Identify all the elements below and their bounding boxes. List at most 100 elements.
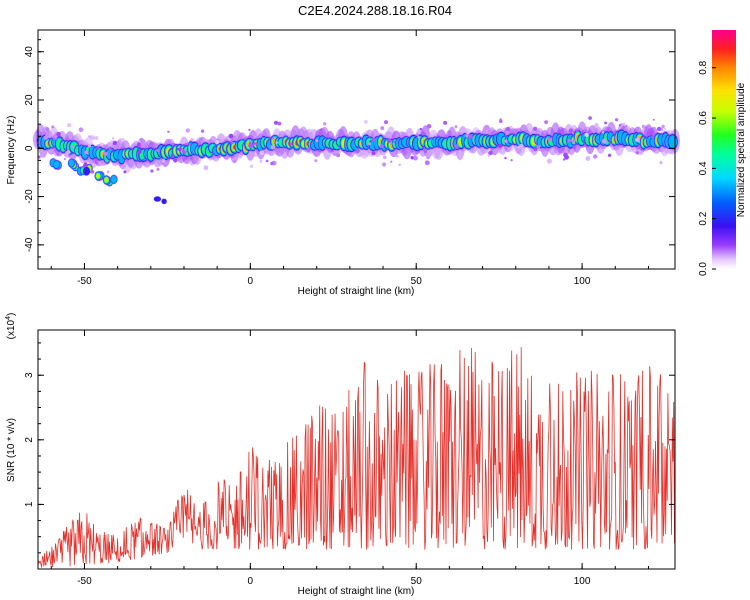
spectrogram-noise-dot [419, 127, 423, 131]
spectrogram-noise-dot [53, 134, 58, 139]
spectrogram-noise-dot [112, 140, 118, 146]
spectrogram-noise-dot [45, 127, 50, 132]
spectrogram-noise-dot [607, 153, 612, 157]
spectrogram-noise-dot [87, 144, 92, 148]
spectrogram-noise-dot [170, 153, 175, 158]
spectrogram-noise-dot [584, 132, 589, 137]
spectrogram-branch-cell [82, 166, 91, 177]
spectrogram-noise-dot [67, 123, 72, 128]
spectrogram-noise-dot [249, 139, 252, 143]
snr-panel: -50 0 50 100 1 2 3 Height of straight line (km… [5, 313, 676, 597]
spectrogram-noise-dot [201, 129, 205, 133]
spectrogram-noise-dot [96, 146, 100, 150]
spectrogram-noise-dot [66, 150, 71, 155]
spectrogram-noise-dot [259, 150, 265, 156]
spectrogram-noise-dot [94, 136, 99, 141]
spectrogram-noise-dot [568, 128, 573, 133]
spectrogram-noise-dot [576, 129, 579, 132]
colorbar-ticks: 0.0 0.2 0.4 0.6 0.8 [698, 60, 716, 276]
spectrogram-noise-dot [161, 158, 166, 163]
colorbar-tick-label: 0.0 [698, 262, 709, 276]
spectrogram-noise-dot [384, 120, 388, 125]
spectrogram-noise-dot [443, 120, 448, 125]
spectrogram-noise-dot [228, 133, 234, 139]
spectrogram-noise-dot [51, 125, 55, 129]
spectrogram-x-tick-label: 0 [248, 276, 254, 287]
spectrogram-noise-dot [78, 127, 84, 132]
spectrogram-noise-dot [70, 145, 74, 149]
spectrogram-heatmap [33, 116, 680, 205]
spectrogram-noise-dot [315, 139, 319, 143]
spectrogram-noise-dot [270, 144, 276, 150]
spectrogram-noise-dot [618, 123, 622, 127]
spectrogram-noise-dot [664, 148, 670, 154]
colorbar-gradient [712, 30, 736, 269]
spectrogram-noise-dot [623, 122, 626, 125]
spectrogram-noise-dot [594, 123, 599, 128]
spectrogram-noise-dot [90, 169, 95, 174]
spectrogram-noise-dot [355, 148, 360, 154]
spectrogram-noise-dot [148, 163, 152, 166]
spectrogram-noise-dot [167, 130, 170, 133]
spectrogram-noise-dot [614, 118, 619, 122]
spectrogram-isolated-cell [153, 196, 162, 202]
spectrogram-noise-dot [532, 126, 538, 131]
spectrogram-noise-dot [635, 137, 640, 142]
snr-y-axis-label: SNR (10 * v/v) [6, 418, 17, 482]
spectrogram-noise-dot [652, 118, 655, 121]
spectrogram-noise-dot [602, 138, 607, 144]
spectrogram-panel: -50 0 50 100 -40 -20 0 20 40 Height of straight … [6, 29, 680, 297]
spectrogram-noise-dot [659, 161, 663, 165]
spectrogram-noise-dot [240, 137, 243, 140]
spectrogram-noise-dot [383, 155, 387, 160]
spectrogram-noise-dot [106, 170, 110, 174]
spectrogram-noise-dot [273, 120, 279, 125]
spectrogram-noise-dot [368, 142, 371, 146]
spectrogram-noise-dot [156, 168, 160, 171]
spectrogram-noise-dot [499, 118, 502, 121]
spectrogram-noise-dot [546, 158, 552, 164]
spectrogram-noise-dot [156, 148, 161, 153]
spectrogram-noise-dot [323, 122, 327, 126]
spectrogram-noise-dot [277, 121, 282, 126]
snr-x-tick-label: 0 [248, 576, 254, 587]
spectrogram-noise-dot [88, 135, 91, 138]
spectrogram-x-tick-label: 100 [574, 276, 591, 287]
snr-y-tick-label: 1 [24, 501, 35, 507]
spectrogram-noise-dot [184, 148, 187, 152]
spectrogram-noise-dot [657, 126, 662, 131]
spectrogram-noise-dot [604, 121, 607, 125]
spectrogram-noise-dot [390, 160, 393, 163]
spectrogram-noise-dot [625, 124, 628, 127]
spectrogram-noise-dot [663, 127, 667, 130]
spectrogram-noise-dot [426, 124, 432, 129]
spectrogram-y-axis-label: Frequency (Hz) [6, 116, 17, 185]
spectrogram-noise-dot [395, 154, 399, 158]
spectrogram-noise-dot [593, 154, 598, 159]
spectrogram-noise-dot [498, 143, 503, 148]
spectrogram-noise-dot [306, 147, 311, 153]
spectrogram-noise-dot [371, 138, 376, 142]
spectrogram-noise-dot [105, 161, 108, 164]
spectrogram-noise-dot [382, 162, 387, 167]
colorbar-tick-label: 0.8 [698, 60, 709, 74]
spectrogram-noise-dot [272, 137, 275, 140]
spectrogram-noise-dot [44, 134, 49, 139]
spectrogram-noise-dot [465, 134, 469, 138]
spectrogram-noise-dot [572, 145, 576, 149]
spectrogram-noise-dot [108, 146, 112, 150]
spectrogram-noise-dot [230, 141, 234, 144]
spectrogram-noise-dot [178, 147, 182, 152]
spectrogram-branch-cell [109, 174, 118, 185]
spectrogram-noise-dot [562, 158, 566, 161]
spectrogram-noise-dot [413, 155, 418, 161]
spectrogram-noise-dot [314, 159, 318, 163]
spectrogram-noise-dot [185, 128, 190, 133]
spectrogram-noise-dot [270, 161, 274, 166]
snr-series-line [37, 347, 675, 568]
spectrogram-noise-dot [249, 164, 254, 168]
spectrogram-noise-dot [454, 125, 458, 128]
spectrogram-noise-dot [275, 141, 279, 144]
spectrogram-noise-dot [510, 159, 513, 162]
spectrogram-noise-dot [504, 156, 507, 160]
